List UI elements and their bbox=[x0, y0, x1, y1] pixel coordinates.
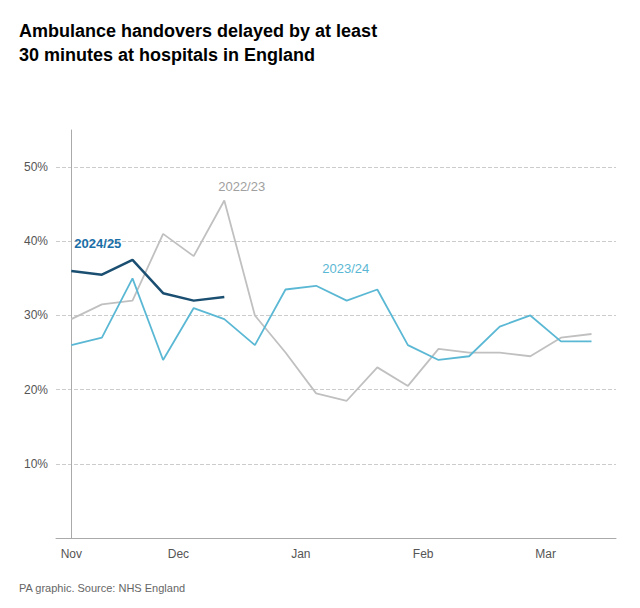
svg-text:Dec: Dec bbox=[168, 547, 189, 561]
svg-text:10%: 10% bbox=[24, 457, 48, 471]
svg-text:2022/23: 2022/23 bbox=[218, 179, 265, 194]
svg-text:20%: 20% bbox=[24, 383, 48, 397]
svg-text:Mar: Mar bbox=[535, 547, 556, 561]
svg-text:Feb: Feb bbox=[413, 547, 434, 561]
svg-text:Nov: Nov bbox=[61, 547, 82, 561]
svg-text:30 minutes at hospitals in Eng: 30 minutes at hospitals in England bbox=[19, 45, 315, 65]
svg-text:2024/25: 2024/25 bbox=[74, 236, 121, 251]
svg-text:30%: 30% bbox=[24, 308, 48, 322]
svg-text:Jan: Jan bbox=[291, 547, 310, 561]
svg-text:Ambulance handovers delayed by: Ambulance handovers delayed by at least bbox=[19, 21, 377, 41]
svg-text:2023/24: 2023/24 bbox=[322, 261, 369, 276]
svg-text:50%: 50% bbox=[24, 160, 48, 174]
svg-text:40%: 40% bbox=[24, 234, 48, 248]
svg-text:PA graphic. Source: NHS Englan: PA graphic. Source: NHS England bbox=[19, 582, 185, 594]
